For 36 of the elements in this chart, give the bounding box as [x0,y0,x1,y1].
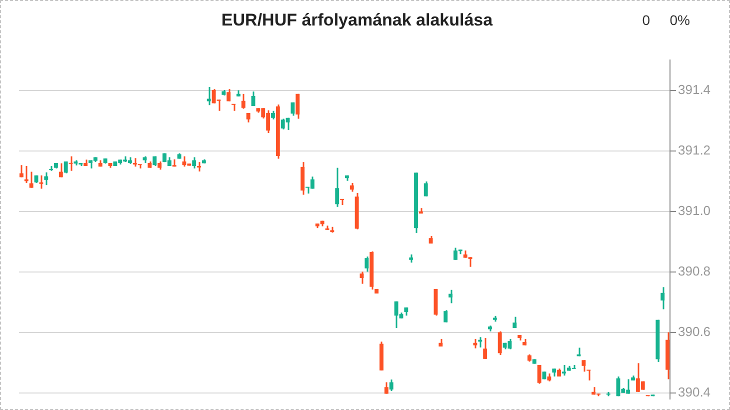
candlestick [300,161,305,196]
candlestick [296,93,300,120]
y-tick-label: 391.0 [678,203,711,218]
candlestick [389,378,394,392]
y-tick-label: 391.4 [678,82,711,97]
candlestick [39,174,44,190]
candlestick [483,337,488,360]
candlestick [241,93,246,110]
candlestick [448,289,453,304]
candlestick [232,103,236,112]
candlestick [498,330,502,356]
candlestick [226,88,231,102]
y-tick-label: 391.2 [678,142,711,158]
candlestick [660,286,665,310]
y-tick-label: 390.4 [678,384,711,400]
candlestick [473,338,478,350]
candlestick [192,156,196,170]
candlestick [29,171,34,189]
candlestick [290,102,295,116]
candlestick [537,364,542,385]
candlestick [444,309,448,324]
candlestick [19,164,24,178]
y-tick-label: 390.8 [678,264,711,279]
candlestick [197,161,201,172]
y-tick-label: 390.6 [678,324,711,340]
candlestick [364,256,369,272]
candlestick [424,180,428,198]
candlestick [586,369,591,382]
text: 0% [670,12,690,28]
candlestick [58,162,63,178]
text: 0 [642,12,650,28]
candlestick [44,172,48,186]
candlestick [68,156,73,172]
candlestick [335,167,340,208]
chart-title: EUR/HUF árfolyamának alakulása [221,10,494,30]
candlestick [246,112,250,124]
